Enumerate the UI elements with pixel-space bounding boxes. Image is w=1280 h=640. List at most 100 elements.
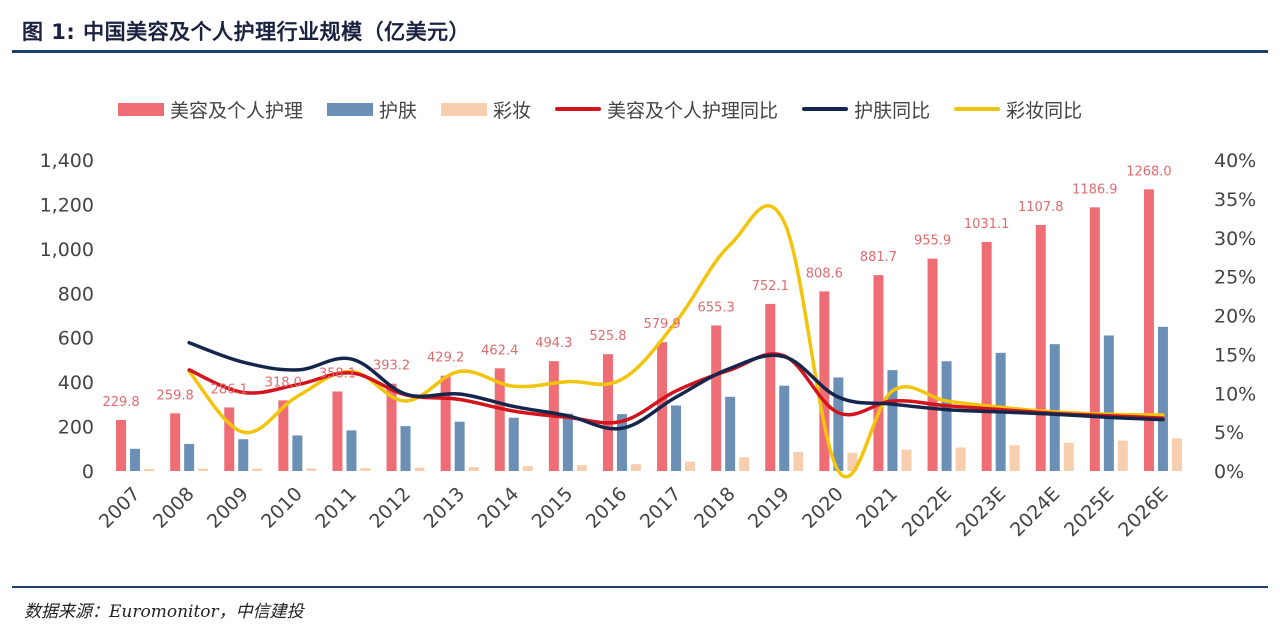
legend-label-skincare: 护肤: [379, 99, 418, 122]
beauty-bar-2020: [819, 291, 830, 471]
makeup-bar-2012: [414, 467, 425, 471]
skincare-bar-2021: [887, 370, 898, 471]
right-tick-label: 10%: [1214, 383, 1256, 405]
beauty-bar-2021: [873, 275, 884, 471]
makeup-bar-2010: [306, 468, 317, 471]
skincare-bar-2009: [238, 439, 249, 471]
left-tick-label: 1,200: [40, 194, 94, 216]
x-tick-label-2014: 2014: [474, 483, 524, 533]
makeup-bar-2008: [198, 468, 209, 471]
skincare-bar-2022E: [941, 361, 952, 471]
skincare-bar-2008: [184, 443, 195, 471]
bar-value-label-2013: 429.2: [427, 351, 464, 366]
makeup-bar-2015: [576, 465, 587, 471]
left-tick-label: 600: [58, 328, 94, 350]
x-tick-label-2020: 2020: [798, 483, 848, 533]
skincare-bar-2015: [562, 413, 573, 471]
beauty-bar-2010: [278, 400, 289, 471]
top-rule: [12, 50, 1268, 53]
bar-value-label-2024E: 1107.8: [1018, 200, 1064, 215]
skincare-bar-2026E: [1157, 326, 1168, 471]
legend-item-makeup-yoy: 彩妆同比: [954, 96, 1082, 123]
x-tick-label-2018: 2018: [690, 483, 740, 533]
x-tick-label-2013: 2013: [419, 483, 469, 533]
makeup-bar-2019: [793, 451, 804, 471]
skincare-bar-2024E: [1049, 344, 1060, 471]
skincare-bar-2020: [833, 377, 844, 471]
bottom-rule: [12, 586, 1268, 588]
bar-value-label-2010: 318.0: [265, 375, 302, 390]
makeup-bar-2025E: [1117, 440, 1128, 471]
makeup-bar-2009: [252, 468, 263, 471]
legend-swatch-makeup: [441, 102, 488, 116]
makeup-bar-2021: [901, 449, 912, 471]
combo-chart: 229.8 259.8 286.1 318.0 358.1 393.2 429.2 462.4…: [40, 150, 1257, 541]
legend-label-beauty-yoy: 美容及个人护理同比: [607, 99, 779, 122]
skincare-bar-2017: [671, 405, 682, 471]
legend-item-skincare-yoy: 护肤同比: [802, 96, 930, 123]
x-tick-label-2022E: 2022E: [898, 483, 956, 541]
right-tick-label: 30%: [1214, 228, 1256, 250]
skincare-yoy-line: [187, 340, 1165, 431]
chart-legend: 美容及个人护理 护肤 彩妆 美容及个人护理同比 护肤同比 彩妆同比: [118, 96, 1106, 122]
bar-value-label-2015: 494.3: [535, 336, 572, 351]
x-tick-label-2017: 2017: [636, 483, 686, 533]
skincare-bar-2019: [779, 385, 790, 471]
bar-value-label-2009: 286.1: [211, 382, 248, 397]
skincare-bar-2010: [292, 435, 303, 471]
right-tick-label: 5%: [1214, 422, 1244, 444]
x-tick-label-2008: 2008: [149, 483, 199, 533]
skincare-bar-2011: [346, 430, 357, 471]
beauty-bar-2025E: [1089, 207, 1100, 472]
skincare-bar-2012: [400, 426, 411, 471]
left-tick-label: 200: [58, 417, 94, 439]
right-tick-label: 25%: [1214, 267, 1256, 289]
right-axis: 0% 5% 10% 15% 20% 25% 30% 35% 40%: [1214, 150, 1256, 483]
x-tick-label-2026E: 2026E: [1114, 483, 1172, 541]
beauty-bar-2016: [602, 354, 613, 471]
bar-layer: [116, 189, 1182, 472]
beauty-bar-2024E: [1035, 224, 1046, 471]
x-tick-label-2016: 2016: [582, 483, 632, 533]
bar-value-label-2011: 358.1: [319, 366, 356, 381]
bar-value-label-2022E: 955.9: [914, 234, 951, 249]
makeup-bar-2013: [468, 467, 479, 471]
legend-swatch-beauty: [118, 102, 164, 116]
makeup-bar-2024E: [1063, 442, 1074, 471]
skincare-bar-2014: [508, 417, 519, 471]
left-tick-label: 400: [58, 372, 94, 394]
x-tick-label-2007: 2007: [95, 483, 145, 533]
skincare-bar-2018: [725, 396, 736, 471]
bar-value-label-2025E: 1186.9: [1072, 182, 1118, 197]
x-tick-label-2009: 2009: [203, 483, 253, 533]
x-tick-label-2021: 2021: [852, 483, 902, 533]
makeup-bar-2023E: [1009, 445, 1020, 471]
left-tick-label: 800: [58, 283, 94, 305]
left-tick-label: 0: [82, 461, 94, 483]
beauty-bar-2019: [765, 303, 776, 471]
beauty-bar-2012: [386, 383, 397, 471]
legend-item-beauty: 美容及个人护理: [118, 96, 303, 123]
bar-value-label-2017: 579.9: [643, 317, 680, 332]
makeup-bar-2017: [685, 461, 696, 471]
bar-value-label-2007: 229.8: [102, 395, 139, 410]
right-tick-label: 20%: [1214, 306, 1256, 328]
bar-value-label-2023E: 1031.1: [964, 217, 1010, 232]
legend-item-skincare: 护肤: [327, 96, 417, 123]
x-tick-label-2025E: 2025E: [1060, 483, 1118, 541]
beauty-bar-2022E: [927, 258, 938, 471]
makeup-bar-2020: [847, 452, 858, 471]
figure-title: 图 1: 中国美容及个人护理行业规模（亿美元）: [22, 20, 471, 44]
skincare-bar-2007: [130, 448, 141, 471]
bar-value-label-2026E: 1268.0: [1126, 164, 1172, 179]
legend-label-makeup-yoy: 彩妆同比: [1006, 99, 1083, 122]
beauty-bar-2026E: [1143, 189, 1154, 471]
left-tick-label: 1,000: [40, 239, 94, 261]
right-tick-label: 15%: [1214, 344, 1256, 366]
right-tick-label: 40%: [1214, 150, 1256, 172]
legend-item-beauty-yoy: 美容及个人护理同比: [555, 96, 778, 123]
beauty-bar-2014: [494, 368, 505, 471]
beauty-bar-2018: [711, 325, 722, 471]
makeup-bar-2014: [522, 466, 533, 471]
bar-value-label-2016: 525.8: [589, 329, 626, 344]
